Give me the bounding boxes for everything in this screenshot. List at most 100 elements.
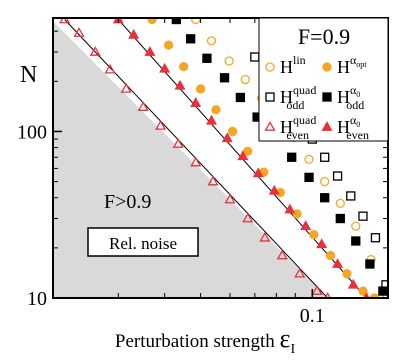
series-hevenquad xyxy=(59,18,331,298)
point-heven0 xyxy=(252,167,264,178)
point-heven0 xyxy=(332,258,344,268)
point-hodd0 xyxy=(202,53,212,63)
point-heven0 xyxy=(190,97,202,107)
point-hopt xyxy=(309,230,319,240)
point-hopt xyxy=(195,84,206,94)
point-hevenquad xyxy=(259,231,271,242)
point-hlin xyxy=(304,154,314,165)
point-hevenquad xyxy=(311,285,323,295)
point-hodd0 xyxy=(185,34,196,44)
legend-entry-hodd0: Hα0 odd xyxy=(322,83,364,112)
point-hlin xyxy=(240,74,250,85)
legend-entry-hopt: Hαopt xyxy=(322,53,367,77)
legend-marker-heven0 xyxy=(321,121,333,131)
note-text: Rel. noise xyxy=(109,234,177,253)
point-hlin xyxy=(335,198,345,209)
point-heven0 xyxy=(268,184,280,195)
legend: F=0.9 Hlin Hαopt Hquad odd Hα0 odd Hquad even Hα… xyxy=(258,17,389,142)
y-tick-label: 100 xyxy=(17,121,47,143)
series-heven0 xyxy=(112,18,370,298)
point-hodd0 xyxy=(335,213,345,224)
shaded-region-label: F>0.9 xyxy=(104,191,151,213)
point-hevenquad xyxy=(137,101,149,111)
legend-marker-hoddquad xyxy=(265,92,275,102)
point-hevenquad xyxy=(120,83,132,93)
point-hevenquad xyxy=(73,27,85,37)
point-hlin xyxy=(224,56,234,66)
legend-marker-hevenquad xyxy=(264,121,276,131)
point-heven0 xyxy=(159,62,171,73)
point-hopt xyxy=(292,209,302,219)
point-hevenquad xyxy=(224,193,236,204)
point-hodd0 xyxy=(365,259,375,269)
x-tick-label: 0.1 xyxy=(300,305,325,327)
point-hevenquad xyxy=(242,212,254,223)
legend-label-hoddquad: Hquad odd xyxy=(280,83,316,112)
point-hevenquad xyxy=(190,156,202,167)
point-hodd0 xyxy=(320,193,330,203)
legend-title: F=0.9 xyxy=(298,24,350,49)
y-tick-label: 10 xyxy=(27,288,47,310)
point-heven0 xyxy=(300,220,312,231)
point-hopt xyxy=(358,286,368,296)
point-hoddquad xyxy=(346,191,356,201)
point-hodd0 xyxy=(235,92,246,103)
point-hopt xyxy=(342,269,352,279)
point-hevenquad xyxy=(276,249,288,260)
legend-label-hodd0: Hα0 odd xyxy=(337,83,364,112)
legend-label-hlin: Hlin xyxy=(280,53,306,77)
point-hodd0 xyxy=(219,73,230,83)
point-hopt xyxy=(147,18,157,25)
point-heven0 xyxy=(284,203,296,214)
point-hopt xyxy=(243,146,253,156)
point-hodd0 xyxy=(287,152,297,162)
point-heven0 xyxy=(174,79,186,90)
point-heven0 xyxy=(347,278,359,289)
legend-entry-hoddquad: Hquad odd xyxy=(265,83,316,112)
legend-label-hevenquad: Hquad even xyxy=(280,113,316,142)
legend-entry-hlin: Hlin xyxy=(265,53,306,77)
point-hodd0 xyxy=(304,172,314,183)
point-hoddquad xyxy=(250,52,260,62)
point-heven0 xyxy=(128,28,140,39)
point-hopt xyxy=(178,61,189,72)
y-axis-label: N xyxy=(20,62,37,88)
point-hopt xyxy=(325,250,336,261)
point-heven0 xyxy=(237,150,249,161)
point-hevenquad xyxy=(294,267,306,278)
legend-label-hopt: Hαopt xyxy=(337,53,367,77)
point-heven0 xyxy=(316,238,328,249)
point-hlin xyxy=(320,176,330,187)
legend-entry-heven0: Hα0 even xyxy=(321,113,369,142)
x-axis-label: Perturbation strength εI xyxy=(115,324,296,357)
point-heven0 xyxy=(206,114,218,125)
point-hodd0 xyxy=(378,286,388,296)
point-heven0 xyxy=(144,46,156,56)
point-hoddquad xyxy=(332,171,343,181)
point-hodd0 xyxy=(171,18,181,25)
point-hopt xyxy=(211,105,221,115)
legend-marker-hodd0 xyxy=(322,92,332,102)
point-hoddquad xyxy=(320,152,330,162)
point-hodd0 xyxy=(351,236,361,246)
plot-frame xyxy=(52,17,389,299)
point-hevenquad xyxy=(155,119,167,130)
point-hoddquad xyxy=(358,211,368,221)
note-box: Rel. noise xyxy=(87,227,199,257)
point-hoddquad xyxy=(370,233,381,243)
point-hevenquad xyxy=(207,175,219,186)
point-hevenquad xyxy=(172,138,184,148)
legend-box xyxy=(258,17,389,142)
point-hopt xyxy=(228,126,238,137)
point-hlin xyxy=(351,221,361,231)
legend-marker-hlin xyxy=(265,62,275,72)
point-heven0 xyxy=(221,132,233,143)
point-hlin xyxy=(191,18,201,25)
point-hlin xyxy=(206,36,217,46)
point-hevenquad xyxy=(89,46,101,56)
point-hopt xyxy=(163,40,174,50)
legend-entry-hevenquad: Hquad even xyxy=(264,113,316,142)
legend-label-heven0: Hα0 even xyxy=(337,113,369,142)
